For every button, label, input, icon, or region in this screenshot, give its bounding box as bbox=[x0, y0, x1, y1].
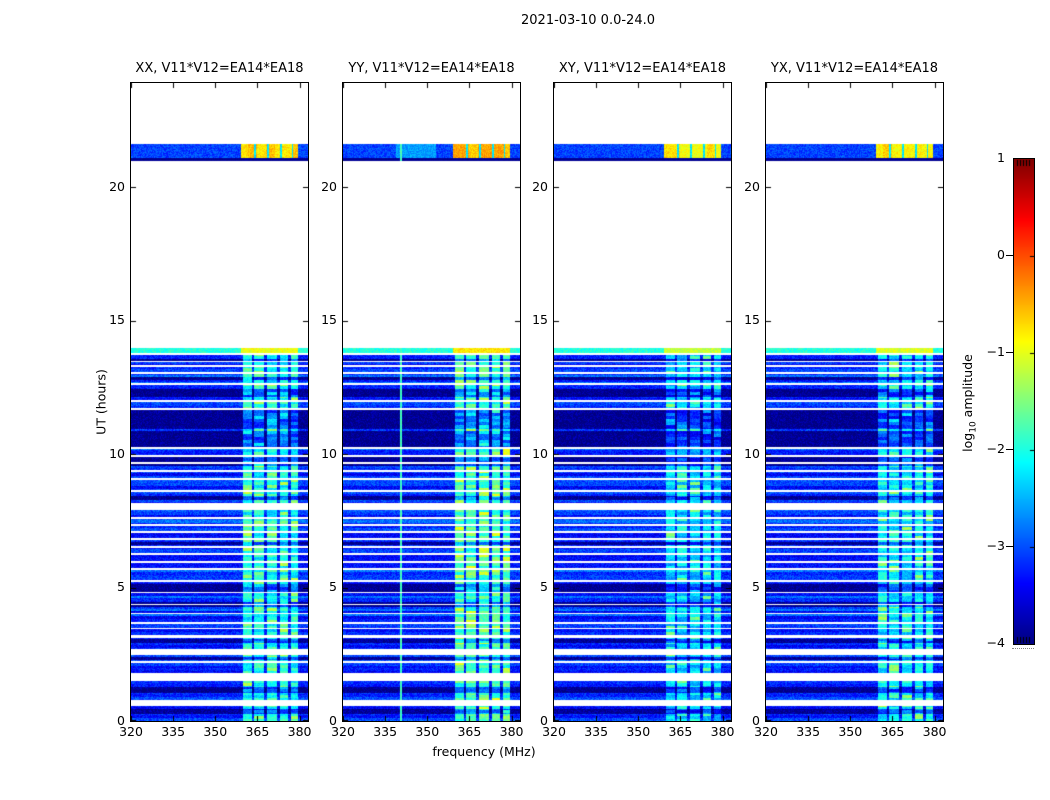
y-tick-label: 15 bbox=[532, 312, 548, 328]
x-tick-label: 365 bbox=[457, 724, 482, 739]
colorbar bbox=[1013, 158, 1035, 645]
colorbar-label: log10 amplitude bbox=[959, 354, 979, 452]
colorbar-tick bbox=[1006, 352, 1013, 353]
x-tick-label: 320 bbox=[119, 724, 143, 739]
x-tick-label: 320 bbox=[542, 724, 566, 739]
x-tick-label: 365 bbox=[880, 724, 905, 739]
x-tick-label: 335 bbox=[373, 724, 398, 739]
colorbar-tick-label: 0 bbox=[997, 247, 1005, 262]
y-tick-label: 10 bbox=[532, 446, 548, 461]
spectrogram-canvas bbox=[343, 83, 520, 721]
figure-title: 2021-03-10 0.0-24.0 bbox=[521, 13, 655, 28]
y-tick-label: 20 bbox=[744, 179, 760, 194]
x-tick-label: 380 bbox=[499, 724, 524, 739]
y-tick-label: 0 bbox=[540, 713, 548, 728]
y-tick-label: 10 bbox=[109, 446, 125, 461]
panel-group: XY, V11*V12=EA14*EA18 20 15 10 5 0 320 3… bbox=[532, 0, 734, 800]
panel-title: YY, V11*V12=EA14*EA18 bbox=[348, 61, 515, 76]
panel-group: XX, V11*V12=EA14*EA18 20 15 10 5 0 320 3… bbox=[109, 0, 311, 800]
x-tick-label: 335 bbox=[796, 724, 821, 739]
colorbar-tick-label: 1 bbox=[997, 150, 1005, 165]
colorbar-tick bbox=[1006, 449, 1013, 450]
colorbar-tick bbox=[1006, 255, 1013, 256]
x-tick-label: 320 bbox=[331, 724, 355, 739]
x-tick-label: 380 bbox=[710, 724, 735, 739]
colorbar-gradient bbox=[1014, 159, 1034, 644]
x-tick-label: 380 bbox=[922, 724, 947, 739]
spectrogram-canvas bbox=[131, 83, 308, 721]
spectrogram-panel bbox=[553, 82, 732, 722]
panel-title: XY, V11*V12=EA14*EA18 bbox=[558, 61, 727, 76]
panel-title: XX, V11*V12=EA14*EA18 bbox=[135, 61, 304, 76]
y-tick-label: 0 bbox=[752, 713, 760, 728]
x-tick-label: 335 bbox=[161, 724, 186, 739]
panel-group: YY, V11*V12=EA14*EA18 20 15 10 5 0 320 3… bbox=[321, 0, 523, 800]
colorbar-tick-label: −4 bbox=[986, 635, 1005, 650]
spectrogram-canvas bbox=[554, 83, 731, 721]
y-tick-label: 10 bbox=[321, 446, 337, 461]
colorbar-tick-label: −3 bbox=[986, 538, 1005, 553]
x-tick-label: 320 bbox=[754, 724, 778, 739]
y-tick-label: 15 bbox=[109, 312, 125, 328]
y-tick-label: 20 bbox=[321, 179, 337, 194]
y-tick-label: 5 bbox=[329, 579, 337, 595]
y-tick-label: 5 bbox=[540, 579, 548, 595]
y-tick-label: 0 bbox=[329, 713, 337, 728]
panel-title: YX, V11*V12=EA14*EA18 bbox=[770, 61, 939, 76]
y-tick-label: 5 bbox=[117, 579, 125, 595]
x-tick-label: 350 bbox=[203, 724, 228, 739]
x-tick-label: 350 bbox=[415, 724, 440, 739]
y-tick-label: 20 bbox=[109, 179, 125, 194]
spectrogram-canvas bbox=[766, 83, 943, 721]
x-tick-label: 350 bbox=[626, 724, 651, 739]
colorbar-tick-label: −1 bbox=[986, 344, 1005, 359]
x-axis-label: frequency (MHz) bbox=[432, 744, 536, 759]
x-tick-label: 335 bbox=[584, 724, 609, 739]
y-tick-label: 15 bbox=[321, 312, 337, 328]
spectrogram-panel bbox=[130, 82, 309, 722]
y-axis-label: UT (hours) bbox=[93, 369, 109, 435]
panel-group: YX, V11*V12=EA14*EA18 20 15 10 5 0 320 3… bbox=[744, 0, 946, 800]
x-tick-label: 380 bbox=[287, 724, 312, 739]
y-tick-label: 5 bbox=[752, 579, 760, 595]
spectrogram-panel bbox=[765, 82, 944, 722]
colorbar-dotted-edge bbox=[1012, 648, 1034, 649]
x-tick-label: 365 bbox=[245, 724, 270, 739]
x-tick-label: 365 bbox=[668, 724, 693, 739]
y-tick-label: 10 bbox=[744, 446, 760, 461]
x-tick-label: 350 bbox=[838, 724, 863, 739]
spectrogram-panel bbox=[342, 82, 521, 722]
y-tick-label: 15 bbox=[744, 312, 760, 328]
colorbar-tick bbox=[1006, 546, 1013, 547]
y-tick-label: 0 bbox=[117, 713, 125, 728]
y-tick-label: 20 bbox=[532, 179, 548, 194]
colorbar-tick-label: −2 bbox=[986, 441, 1005, 456]
